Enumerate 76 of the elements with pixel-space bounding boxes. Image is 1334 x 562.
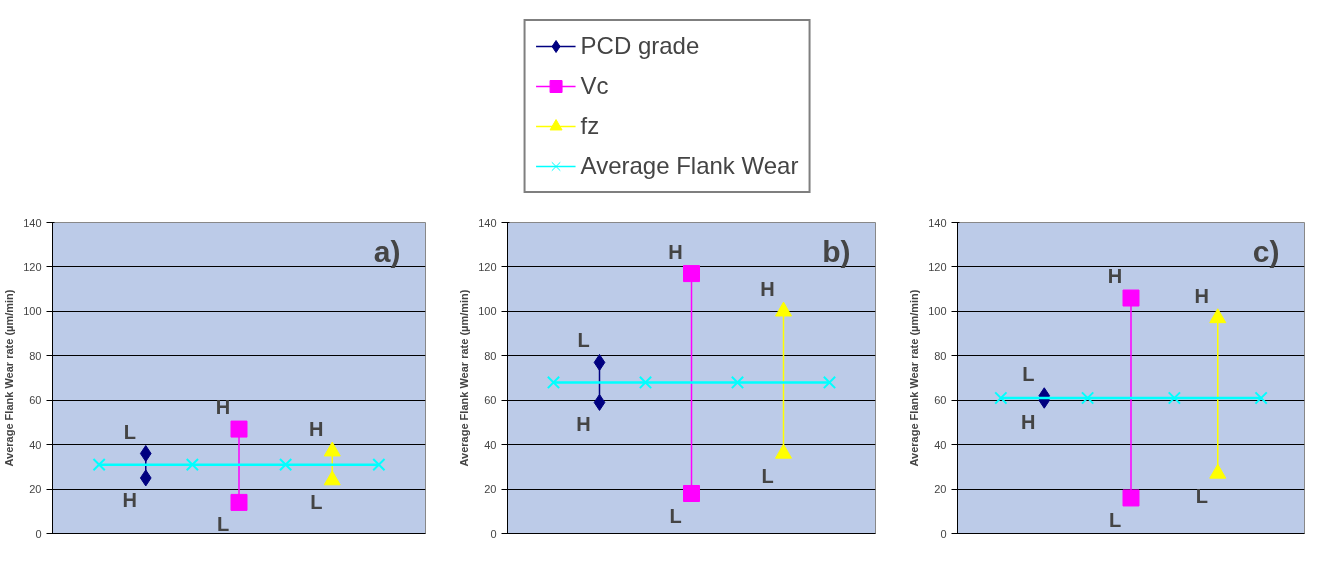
y-tick-label: 0 — [35, 527, 42, 540]
y-tick-label: 120 — [23, 260, 42, 273]
point — [638, 375, 653, 390]
data-label: L — [123, 420, 136, 443]
data-label: H — [309, 418, 324, 441]
point — [230, 420, 248, 438]
y-tick-label: 40 — [29, 438, 42, 451]
data-label: L — [669, 504, 682, 527]
y-tick-label: 0 — [490, 527, 497, 540]
point — [994, 391, 1008, 405]
data-label: L — [1108, 508, 1122, 531]
point — [372, 457, 386, 472]
point — [546, 375, 561, 390]
data-label: L — [577, 329, 590, 352]
point — [1167, 391, 1182, 405]
data-label: L — [1022, 362, 1035, 385]
y-tick-label: 80 — [934, 349, 947, 362]
annotation: a) — [373, 234, 401, 268]
y-tick-label: 100 — [478, 305, 497, 318]
point — [593, 393, 606, 411]
y-tick-label: 20 — [29, 483, 42, 496]
legend-label: fz — [580, 112, 601, 140]
data-label: L — [310, 491, 323, 514]
data-label: L — [1195, 484, 1208, 507]
point — [323, 470, 341, 486]
data-label: H — [760, 278, 775, 301]
data-label: H — [1107, 265, 1123, 288]
data-label: H — [122, 488, 137, 511]
point — [822, 375, 837, 390]
legend-label: Vc — [580, 72, 609, 100]
y-tick-label: 20 — [934, 483, 947, 496]
data-label: H — [215, 396, 231, 419]
point — [139, 445, 152, 463]
data-label: H — [576, 413, 591, 436]
point — [1122, 289, 1140, 307]
y-tick-label: 40 — [934, 438, 947, 451]
data-label: H — [1194, 285, 1209, 308]
y-tick-label: 60 — [29, 394, 42, 407]
y-tick-label: 60 — [934, 394, 947, 407]
y-tick-label: 140 — [478, 216, 497, 229]
legend-label: Average Flank Wear — [580, 152, 799, 180]
y-tick-label: 0 — [940, 527, 947, 540]
y-tick-label: 120 — [478, 260, 497, 273]
y-tick-label: 140 — [928, 216, 947, 229]
point — [230, 493, 248, 511]
y-axis-title: Average Flank Wear rate (µm/min) — [3, 289, 16, 467]
point — [139, 469, 152, 487]
point — [1254, 391, 1268, 405]
data-label: L — [761, 464, 774, 487]
y-tick-label: 100 — [23, 305, 42, 318]
point — [278, 457, 293, 472]
data-label: H — [668, 240, 683, 263]
data-label: H — [1021, 411, 1036, 434]
data-label: L — [216, 513, 230, 536]
y-tick-label: 40 — [484, 438, 497, 451]
y-tick-label: 100 — [928, 305, 947, 318]
y-tick-label: 20 — [484, 483, 497, 496]
annotation: b) — [822, 234, 851, 268]
point — [1080, 391, 1095, 405]
point — [92, 457, 106, 472]
annotation: c) — [1252, 234, 1280, 268]
point — [730, 375, 745, 390]
y-tick-label: 60 — [484, 394, 497, 407]
y-axis-title: Average Flank Wear rate (µm/min) — [908, 289, 921, 467]
y-tick-label: 120 — [928, 260, 947, 273]
point — [1209, 308, 1227, 324]
y-tick-label: 80 — [29, 349, 42, 362]
y-tick-label: 80 — [484, 349, 497, 362]
y-axis-title: Average Flank Wear rate (µm/min) — [458, 289, 471, 467]
point — [593, 353, 606, 371]
point — [683, 265, 700, 283]
point — [185, 457, 200, 472]
legend-label: PCD grade — [580, 32, 700, 60]
y-tick-label: 140 — [23, 216, 42, 229]
point — [1122, 489, 1140, 507]
point — [683, 485, 700, 503]
